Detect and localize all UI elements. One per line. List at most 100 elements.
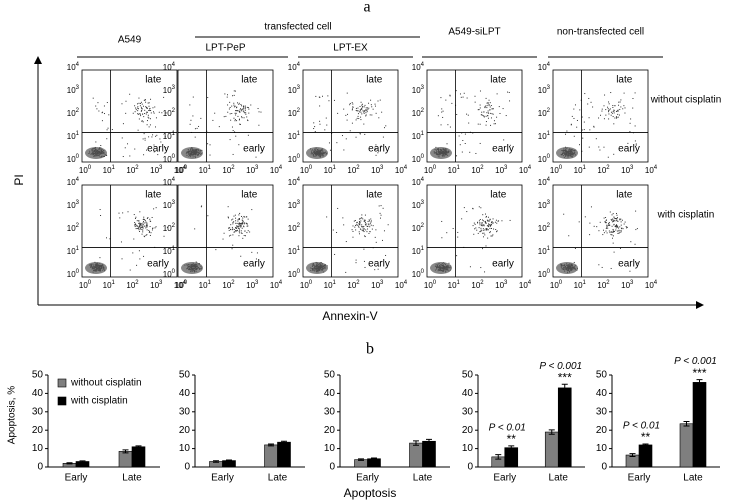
tick-label: 103 bbox=[621, 165, 634, 176]
cell-dot bbox=[616, 110, 618, 112]
tick-label: 100 bbox=[550, 165, 563, 176]
cell-dot bbox=[132, 252, 134, 254]
cell-dot bbox=[468, 122, 470, 124]
cell-dot bbox=[457, 236, 459, 238]
cell-dot bbox=[363, 225, 365, 227]
y-tick-label: 40 bbox=[32, 388, 44, 399]
cell-dot bbox=[243, 106, 245, 108]
cell-dot bbox=[238, 110, 240, 112]
cell-dot bbox=[612, 231, 614, 233]
cell-cluster bbox=[556, 262, 578, 274]
cell-dot bbox=[370, 224, 372, 226]
y-tick-label: 30 bbox=[596, 406, 608, 417]
tick-exponent: 2 bbox=[480, 165, 484, 171]
cell-dot bbox=[363, 228, 365, 230]
cell-dot bbox=[568, 235, 570, 237]
cell-dot bbox=[615, 116, 617, 118]
cell-dot bbox=[241, 215, 243, 217]
cell-dot bbox=[459, 93, 461, 95]
cell-dot bbox=[237, 227, 239, 229]
cell-dot bbox=[356, 221, 358, 223]
cell-dot bbox=[230, 224, 232, 226]
tick-label: 100 bbox=[175, 280, 188, 291]
cell-dot bbox=[148, 105, 150, 107]
tick-label: 103 bbox=[150, 280, 163, 291]
cell-dot bbox=[364, 219, 366, 221]
cell-dot bbox=[619, 226, 621, 228]
tick-base: 10 bbox=[288, 109, 297, 118]
tick-exponent: 0 bbox=[76, 154, 80, 160]
tick-base: 10 bbox=[163, 270, 172, 279]
cell-dot bbox=[343, 108, 345, 110]
cell-dot bbox=[604, 94, 606, 96]
tick-exponent: 4 bbox=[421, 62, 425, 68]
tick-label: 102 bbox=[163, 223, 176, 234]
tick-base: 10 bbox=[412, 86, 421, 95]
cell-dot bbox=[370, 220, 372, 222]
cell-dot bbox=[144, 236, 146, 238]
cell-dot bbox=[446, 232, 448, 234]
tick-label: 103 bbox=[621, 280, 634, 291]
cell-dot bbox=[99, 257, 101, 259]
cell-dot bbox=[634, 125, 636, 127]
cell-dot bbox=[140, 101, 142, 103]
cell-dot bbox=[607, 227, 609, 229]
cell-dot bbox=[336, 231, 338, 233]
cell-dot bbox=[613, 217, 615, 219]
cell-dot bbox=[485, 124, 487, 126]
y-tick-label: 0 bbox=[37, 462, 43, 473]
cell-dot bbox=[359, 109, 361, 111]
cell-dot bbox=[617, 226, 619, 228]
cell-dot bbox=[617, 110, 619, 112]
cell-dot bbox=[367, 221, 369, 223]
cell-dot bbox=[139, 226, 141, 228]
cell-dot bbox=[440, 97, 442, 99]
column-header: LPT-EX bbox=[333, 43, 368, 54]
tick-label: 103 bbox=[288, 85, 301, 96]
cell-dot bbox=[482, 229, 484, 231]
cell-dot bbox=[146, 223, 148, 225]
tick-exponent: 0 bbox=[172, 269, 176, 275]
cell-dot bbox=[610, 267, 612, 269]
cell-dot bbox=[145, 101, 147, 103]
cell-dot bbox=[573, 117, 575, 119]
cell-dot bbox=[489, 104, 491, 106]
cell-dot bbox=[138, 227, 140, 229]
cell-dot bbox=[619, 231, 621, 233]
cell-dot bbox=[482, 224, 484, 226]
tick-label: 100 bbox=[67, 154, 80, 165]
cell-dot bbox=[483, 232, 485, 234]
cell-dot bbox=[474, 101, 476, 103]
tick-label: 103 bbox=[246, 165, 259, 176]
tick-base: 10 bbox=[270, 166, 279, 175]
cell-dot bbox=[107, 127, 109, 129]
cell-dot bbox=[244, 109, 246, 111]
cell-dot bbox=[242, 237, 244, 239]
cell-dot bbox=[146, 120, 148, 122]
cell-dot bbox=[233, 106, 235, 108]
cell-dot bbox=[634, 92, 636, 94]
cell-dot bbox=[598, 230, 600, 232]
cell-dot bbox=[125, 100, 127, 102]
cell-dot bbox=[488, 224, 490, 226]
cell-dot bbox=[244, 108, 246, 110]
cell-dot bbox=[485, 215, 487, 217]
cell-dot bbox=[242, 222, 244, 224]
cell-dot bbox=[236, 102, 238, 104]
cell-dot bbox=[385, 254, 387, 256]
cell-dot bbox=[233, 221, 235, 223]
cell-dot bbox=[207, 143, 209, 145]
cell-cluster bbox=[306, 262, 328, 274]
cell-dot bbox=[635, 229, 637, 231]
cell-dot bbox=[357, 107, 359, 109]
cell-dot bbox=[239, 212, 241, 214]
cell-dot bbox=[227, 206, 229, 208]
tick-base: 10 bbox=[174, 281, 183, 290]
cell-dot bbox=[473, 222, 475, 224]
cell-dot bbox=[236, 230, 238, 232]
cell-dot bbox=[144, 137, 146, 139]
cell-dot bbox=[240, 108, 242, 110]
cell-dot bbox=[160, 141, 162, 143]
cell-dot bbox=[234, 119, 236, 121]
cell-dot bbox=[142, 113, 144, 115]
